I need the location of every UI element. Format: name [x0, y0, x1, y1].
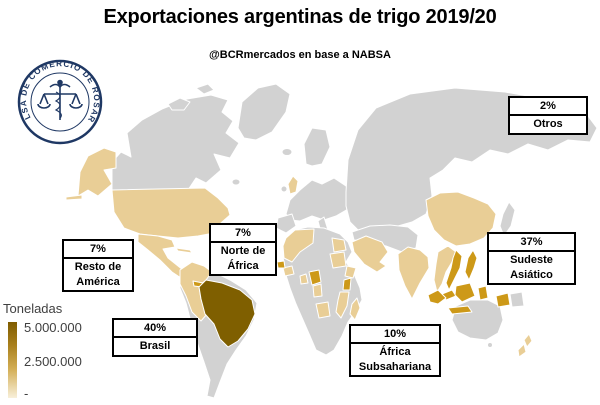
country-greenland [237, 83, 291, 141]
country-australia [451, 299, 504, 341]
callout-norte-de-africa: 7% Norte de África [209, 223, 277, 276]
country-philippines [464, 249, 478, 281]
callout-percent: 7% [211, 225, 275, 244]
region-guinea [282, 265, 295, 277]
country-vietnam [445, 249, 463, 291]
callout-region-name: Resto de América [74, 261, 122, 288]
island-sumatra [427, 289, 447, 305]
country-brazil [198, 279, 256, 348]
country-cameroon [312, 283, 323, 298]
country-papua-new-guinea [509, 291, 525, 308]
country-ethiopia [344, 265, 357, 279]
country-japan [499, 201, 516, 237]
country-egypt [331, 237, 347, 253]
arctic-island [195, 83, 215, 95]
legend-title: Toneladas [3, 301, 63, 316]
chart-subtitle: @BCRmercados en base a NABSA [209, 49, 391, 61]
callout-region-name: Otros [533, 118, 563, 131]
region-indochina [433, 245, 457, 293]
country-cuba [175, 247, 193, 254]
callout-sudeste-asiatico: 37% Sudeste Asiático [487, 232, 576, 285]
caduceus-scales-icon [37, 79, 83, 120]
country-china [425, 191, 497, 247]
region-aleutians [65, 194, 83, 201]
legend-mid-label: 2.500.000 [24, 354, 82, 369]
callout-resto-de-america: 7% Resto de América [62, 239, 134, 292]
country-senegal [276, 260, 286, 269]
country-new-zealand [523, 333, 533, 348]
callout-percent: 2% [510, 98, 586, 117]
country-nigeria [308, 269, 322, 286]
callout-percent: 40% [114, 320, 196, 339]
callout-africa-subsahariana: 10% África Subsahariana [349, 324, 441, 377]
country-sudan [329, 251, 347, 269]
callout-region-name: Norte de África [220, 245, 266, 272]
region-tanzania-mozambique [335, 291, 350, 319]
callout-brasil: 40% Brasil [112, 318, 198, 357]
island-tasmania [487, 342, 493, 348]
callout-otros: 2% Otros [508, 96, 588, 135]
legend-min-label: - [24, 386, 29, 401]
country-ireland [280, 185, 288, 193]
callout-region-name: África Subsahariana [358, 346, 432, 373]
callout-percent: 7% [64, 241, 132, 260]
country-india [397, 246, 430, 300]
country-ghana [299, 273, 309, 285]
region-morocco-algeria [282, 228, 315, 263]
country-uk [287, 175, 299, 195]
callout-percent: 37% [489, 234, 574, 253]
legend-max-label: 5.000.000 [24, 320, 82, 335]
callout-region-name: Brasil [139, 340, 171, 353]
island-java [447, 305, 473, 315]
country-new-zealand [517, 343, 527, 358]
bcr-logo: BOLSA DE COMERCIO DE ROSARIO [12, 51, 104, 146]
country-madagascar [349, 297, 361, 321]
logo-inner-ring [30, 72, 90, 132]
region-alaska [77, 147, 117, 197]
arctic-island [167, 97, 191, 111]
page-title: Exportaciones argentinas de trigo 2019/2… [103, 6, 497, 28]
island-sulawesi [477, 285, 489, 301]
island-borneo [454, 282, 476, 303]
callout-region-name: Sudeste Asiático [510, 254, 553, 281]
country-canada [111, 94, 240, 191]
country-iceland [281, 148, 293, 156]
country-saudi-arabia [351, 235, 389, 273]
country-kenya [342, 277, 352, 291]
region-papua-indonesia [495, 292, 511, 308]
callout-percent: 10% [351, 326, 439, 345]
region-iberia [275, 213, 297, 234]
region-scandinavia [303, 127, 331, 167]
country-angola [315, 301, 331, 319]
island-newfoundland [231, 178, 241, 186]
legend-gradient-bar [8, 322, 17, 398]
